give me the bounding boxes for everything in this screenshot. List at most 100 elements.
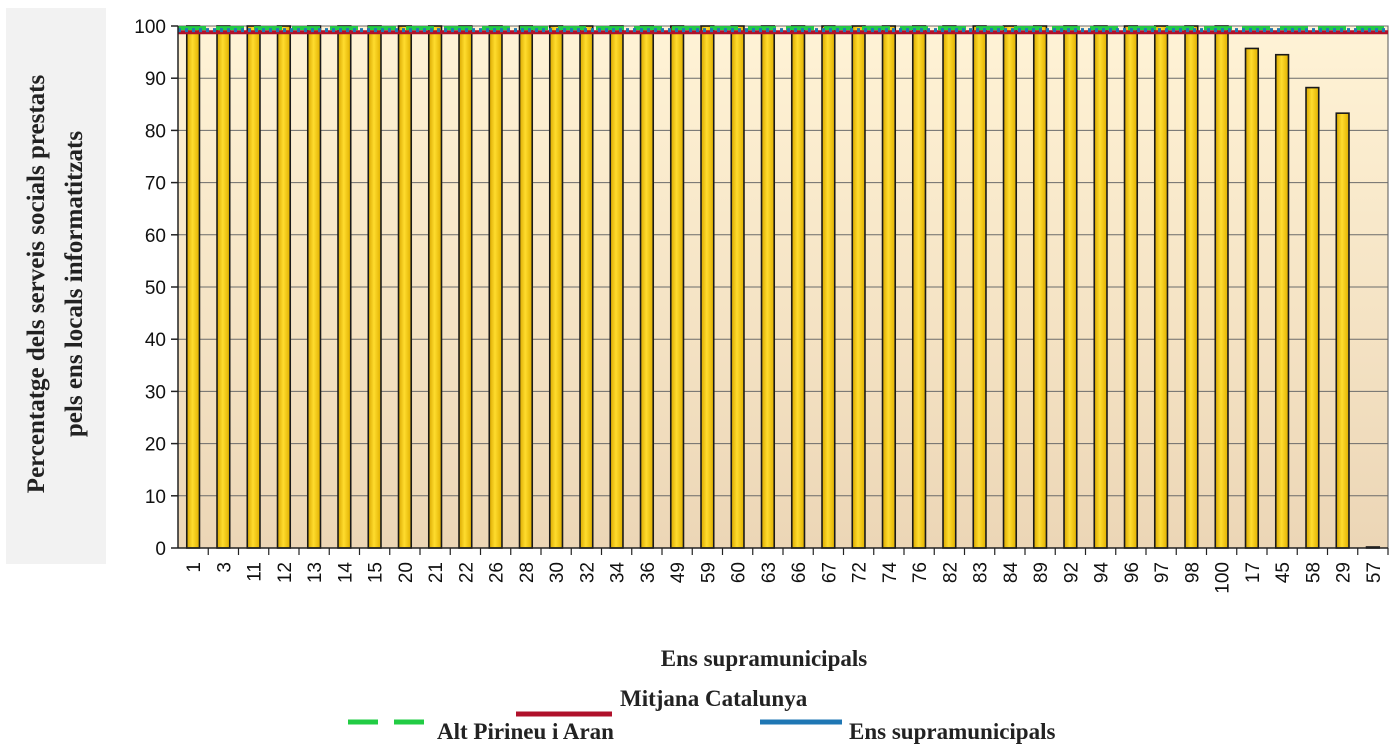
- bar-30: [548, 25, 564, 549]
- bar-89: [1032, 25, 1048, 549]
- legend-label-alt-pirineu: Alt Pirineu i Aran: [437, 719, 614, 744]
- xlabel: Ens supramunicipals: [661, 646, 867, 671]
- legend-label-mitjana: Mitjana Catalunya: [620, 686, 808, 711]
- bar-17: [1244, 47, 1260, 549]
- y-tick-label: 90: [145, 69, 166, 90]
- bar-22: [458, 25, 473, 549]
- bar-14: [337, 25, 352, 549]
- bar-100: [1214, 25, 1229, 549]
- x-tick-label: 21: [426, 562, 447, 583]
- bar-20: [397, 25, 413, 549]
- x-tick-label: 58: [1303, 562, 1324, 583]
- x-tick-label: 20: [396, 562, 417, 583]
- bar-96: [1123, 25, 1139, 549]
- bar-94: [1093, 25, 1108, 549]
- x-tick-label: 84: [1001, 562, 1022, 584]
- bar-15: [367, 25, 382, 549]
- reference-lines: [178, 26, 1388, 35]
- x-tick-label: 28: [517, 562, 538, 583]
- y-tick-label: 60: [145, 226, 166, 247]
- x-tick-label: 57: [1364, 562, 1385, 583]
- x-tick-label: 3: [214, 562, 235, 573]
- bar-84: [1002, 25, 1018, 549]
- bar-34: [609, 25, 624, 549]
- bar-1: [185, 25, 201, 549]
- ylabel-panel: [6, 8, 106, 564]
- x-tick-label: 60: [729, 562, 750, 583]
- x-tick-label: 26: [487, 562, 508, 583]
- bar-45: [1274, 53, 1290, 549]
- bar-32: [579, 25, 594, 549]
- y-tick-label: 0: [155, 539, 166, 560]
- bar-12: [276, 25, 292, 549]
- bar-28: [518, 25, 534, 549]
- x-tick-label: 13: [305, 562, 326, 583]
- y-tick-label: 40: [145, 330, 166, 351]
- y-tick-label: 20: [145, 435, 166, 456]
- x-tick-label: 98: [1182, 562, 1203, 583]
- bar-21: [427, 25, 443, 549]
- bar-82: [942, 25, 957, 549]
- x-tick-label: 92: [1061, 562, 1082, 583]
- x-tick-label: 32: [577, 562, 598, 583]
- bar-60: [730, 25, 745, 549]
- bar-59: [700, 25, 715, 549]
- x-tick-label: 76: [910, 562, 931, 583]
- y-tick-label: 80: [145, 121, 166, 142]
- y-tick-label: 70: [145, 174, 166, 195]
- bar-98: [1184, 25, 1199, 549]
- x-tick-label: 11: [245, 562, 266, 582]
- x-tick-label: 14: [335, 562, 356, 584]
- bar-66: [790, 25, 806, 549]
- x-tick-label: 30: [547, 562, 568, 583]
- bar-72: [851, 25, 866, 549]
- x-tick-label: 82: [940, 562, 961, 583]
- x-tick-label: 97: [1152, 562, 1173, 583]
- bar-76: [911, 25, 927, 549]
- bar-67: [821, 25, 836, 549]
- x-tick-label: 89: [1031, 562, 1052, 583]
- x-tick-label: 36: [638, 562, 659, 583]
- x-axis-ticks: 1 3 11 12 13 14 15 20 21 22 26 28 30 32 34 36 49 59 60 63 66…: [184, 548, 1389, 594]
- bar-49: [669, 25, 685, 549]
- legend-label-ens: Ens supramunicipals: [849, 719, 1055, 744]
- x-tick-label: 74: [880, 562, 901, 584]
- legend: Mitjana Catalunya Alt Pirineu i Aran Ens…: [348, 686, 1055, 744]
- x-tick-label: 12: [275, 562, 296, 583]
- ylabel-line2: pels ens locals informatitzats: [61, 131, 88, 437]
- y-tick-label: 30: [145, 382, 166, 403]
- x-tick-label: 45: [1273, 562, 1294, 583]
- x-tick-label: 67: [819, 562, 840, 583]
- bar-11: [246, 25, 261, 549]
- x-tick-label: 1: [184, 562, 205, 573]
- x-tick-label: 17: [1243, 562, 1264, 583]
- x-tick-label: 96: [1122, 562, 1143, 583]
- x-tick-label: 22: [456, 562, 477, 583]
- bar-83: [972, 25, 987, 549]
- x-tick-label: 72: [850, 562, 871, 583]
- y-tick-label: 100: [134, 17, 166, 38]
- y-axis-ticks: 0 10 20 30 40 50 60 70 80 90 100: [134, 17, 178, 560]
- bar-74: [881, 25, 897, 549]
- bar-36: [639, 25, 655, 549]
- x-tick-label: 49: [668, 562, 689, 583]
- x-tick-label: 66: [789, 562, 810, 583]
- x-tick-label: 29: [1334, 562, 1355, 583]
- x-tick-label: 94: [1092, 562, 1113, 584]
- y-tick-label: 50: [145, 278, 166, 299]
- x-tick-label: 83: [971, 562, 992, 583]
- bar-3: [216, 25, 231, 549]
- bar-97: [1153, 25, 1169, 549]
- bar-63: [760, 25, 776, 549]
- x-tick-label: 100: [1213, 562, 1234, 594]
- x-tick-label: 15: [366, 562, 387, 583]
- bar-13: [306, 25, 322, 549]
- bar-29: [1335, 112, 1350, 549]
- bar-58: [1305, 86, 1320, 549]
- x-tick-label: 63: [759, 562, 780, 583]
- y-tick-label: 10: [145, 487, 166, 508]
- bar-26: [488, 25, 503, 549]
- ylabel-line1: Percentatge dels serveis socials prestat…: [23, 75, 50, 494]
- bar-92: [1063, 25, 1078, 549]
